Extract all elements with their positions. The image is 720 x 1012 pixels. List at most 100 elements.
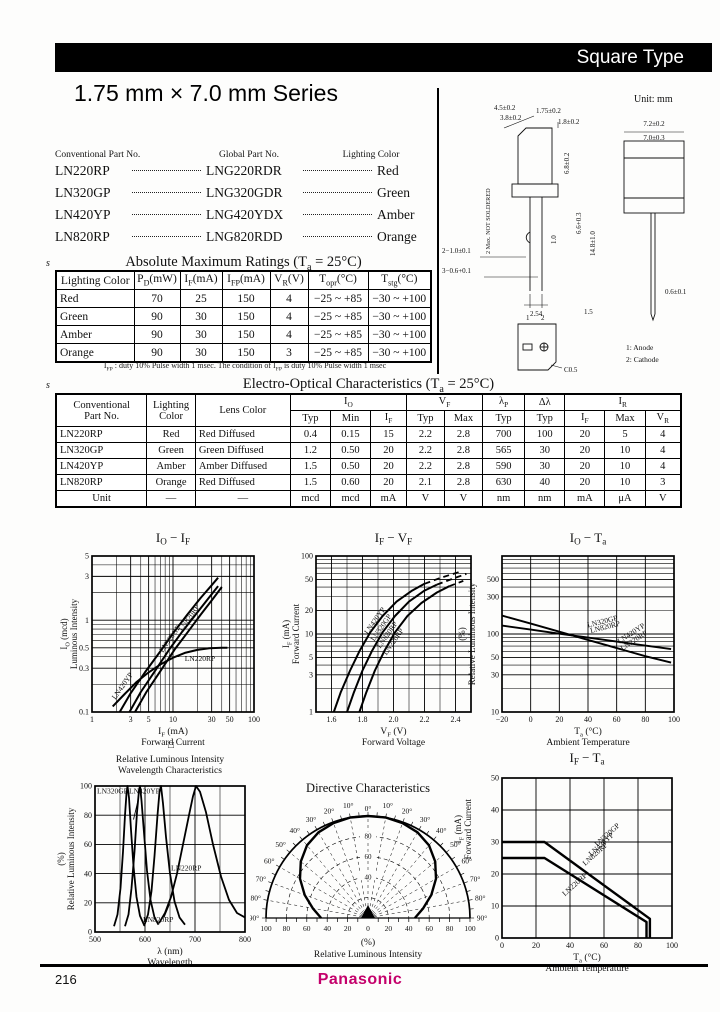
curve-LN820RP	[143, 785, 186, 927]
table-row: Amber 90 30 150 4 −25 ~ +85 −30 ~ +100	[55, 325, 432, 344]
label-mask	[360, 851, 376, 860]
bottom-view-labels: 1 2 C0.5 1: Anode 2: Cathode	[526, 314, 659, 374]
global-part-no: LNG820RDD	[206, 229, 283, 244]
text: Part No.	[84, 410, 120, 422]
cell: 20	[564, 442, 606, 459]
polar-spoke	[272, 882, 369, 919]
chart-title: IO − Ta	[570, 530, 607, 547]
subscript: F	[388, 416, 393, 426]
lighting-color: Green	[377, 185, 410, 200]
text: P	[137, 273, 144, 286]
x-tick-label: 50	[226, 715, 234, 724]
text: T	[381, 273, 389, 286]
dotted-leader	[132, 170, 201, 171]
text: (mA)	[239, 273, 265, 286]
text: Max	[453, 413, 474, 424]
cell: 2.8	[443, 458, 483, 475]
cell: 0.15	[329, 426, 372, 443]
sub-header: IF	[370, 410, 407, 427]
dotted-leader	[303, 236, 372, 237]
chart-title: IF − VF	[375, 530, 412, 547]
chart-title: IF − Ta	[569, 750, 604, 767]
y-tick-label: 40	[491, 806, 499, 815]
curve-curveC	[358, 585, 450, 713]
cell: —	[146, 490, 196, 508]
plot-frame	[315, 555, 472, 713]
dim-label: 1.0	[550, 235, 558, 244]
parts-row: LN320GP LNG320GDR Green	[55, 185, 429, 207]
cell: Unit	[55, 490, 148, 508]
x-tick-label: 5	[147, 715, 151, 724]
dim-label: 7.0±0.3	[643, 134, 665, 142]
dim-label: 7.2±0.2	[643, 120, 665, 128]
led-marker	[361, 905, 375, 918]
angle-label: 20°	[324, 806, 335, 815]
text: (mA)	[192, 273, 218, 286]
cell: 150	[221, 325, 271, 344]
text: Lens Color	[219, 405, 267, 416]
group-header-ir: IR	[564, 393, 682, 411]
text: Color	[159, 410, 184, 422]
cell: 4	[269, 289, 309, 308]
parts-row: LN820RP LNG820RDD Orange	[55, 229, 429, 251]
cell: 20	[564, 474, 606, 491]
cell: 20	[564, 426, 606, 443]
y-axis-label: (%)	[56, 852, 66, 866]
cell: 25	[179, 289, 223, 308]
abs-max-title: Absolute Maximum Ratings (Ta = 25°C)	[55, 254, 432, 273]
x-axis-label: λ (nm)	[157, 946, 182, 957]
cell: 0.60	[329, 474, 372, 491]
y-tick-label: 20	[84, 899, 92, 908]
annotation-arrow	[163, 904, 170, 918]
dim-label: 1.5	[584, 308, 593, 316]
curve-LN220RP	[502, 856, 648, 938]
group-header-io: IO	[289, 393, 407, 411]
x-tick-label: 60	[600, 941, 608, 950]
angle-label: 90°	[477, 914, 488, 923]
x-tick-label: 40	[584, 715, 592, 724]
table-row: LN820RP Orange Red Diffused 1.5 0.60 20 2.1 2.8…	[55, 474, 682, 491]
curve-curveB-ext	[436, 573, 467, 586]
x-tick-label: 1.8	[358, 715, 368, 724]
y-tick-label: 10	[491, 708, 499, 717]
chart-wavelength-characteristics: 500 600 700 800 0 20 40 60 80 100 Relative Luminou…	[55, 752, 283, 975]
side-view	[623, 131, 685, 322]
unit-label: Unit: mm	[634, 94, 673, 105]
cell: −25 ~ +85	[307, 325, 369, 344]
y-tick-label: 0	[88, 928, 92, 937]
panasonic-logo: Panasonic	[317, 971, 403, 988]
angle-label: 80°	[250, 894, 260, 903]
y-tick-label: 0.1	[79, 708, 89, 717]
cell: LN320GP	[55, 442, 148, 459]
text: I	[618, 395, 622, 407]
cell: 2.2	[405, 426, 445, 443]
conventional-part-no: LN420YP	[55, 207, 111, 222]
text: Typ	[417, 413, 434, 424]
cell: —	[194, 490, 291, 508]
col-header-conventional: Conventional Part No.	[55, 150, 141, 160]
cell: 20	[370, 474, 407, 491]
inner-radial-label: 80	[365, 833, 373, 841]
angle-label: 70°	[256, 875, 266, 884]
subscript: R	[664, 416, 669, 426]
annotation-arrow	[133, 800, 139, 820]
cell: −30 ~ +100	[367, 289, 432, 308]
cell: −25 ~ +85	[307, 343, 369, 363]
radial-tick-label: 20	[385, 924, 393, 933]
dim-label: 2.54	[530, 310, 543, 318]
table-row: LN220RP Red Red Diffused 0.4 0.15 15 2.2 2.8 700…	[55, 426, 682, 443]
eo-table: Conventional Part No. Lighting Color Lens …	[55, 393, 682, 508]
dim-label: 14.8±1.0	[589, 231, 597, 256]
y-tick-label: 20	[491, 870, 499, 879]
text: Max	[615, 413, 635, 424]
subscript: F	[446, 400, 451, 410]
cell: 2.8	[443, 426, 483, 443]
x-tick-label: 1	[90, 715, 94, 724]
curve-label-LN220RP: LN220RP	[185, 654, 215, 663]
chart-title: Directive Characteristics	[306, 781, 430, 795]
radial-tick-label: 100	[464, 924, 476, 933]
cell: mcd	[289, 490, 331, 508]
y-tick-label: 100	[301, 552, 313, 561]
radial-tick-label: 60	[425, 924, 433, 933]
